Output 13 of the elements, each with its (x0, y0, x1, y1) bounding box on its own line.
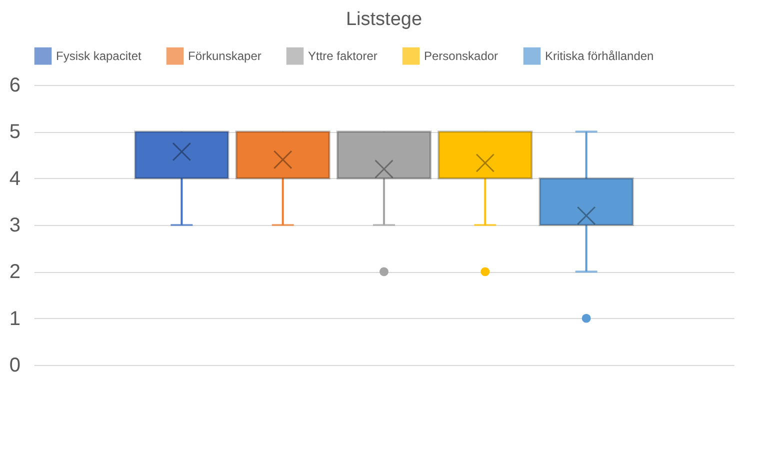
y-tick-label: 4 (9, 168, 20, 190)
legend-label: Personskador (424, 49, 498, 64)
y-tick-label: 3 (9, 214, 20, 236)
legend-label: Förkunskaper (188, 49, 262, 64)
legend-label: Kritiska förhållanden (545, 49, 654, 64)
y-tick-label: 1 (9, 308, 20, 330)
y-tick-label: 5 (9, 121, 20, 144)
y-tick-label: 6 (9, 74, 20, 96)
chart-title: Liststege (346, 9, 422, 30)
y-tick-label: 0 (9, 354, 20, 376)
legend-label: Yttre faktorer (308, 49, 378, 64)
y-tick-label: 2 (9, 261, 20, 284)
legend-label: Fysisk kapacitet (56, 49, 142, 64)
